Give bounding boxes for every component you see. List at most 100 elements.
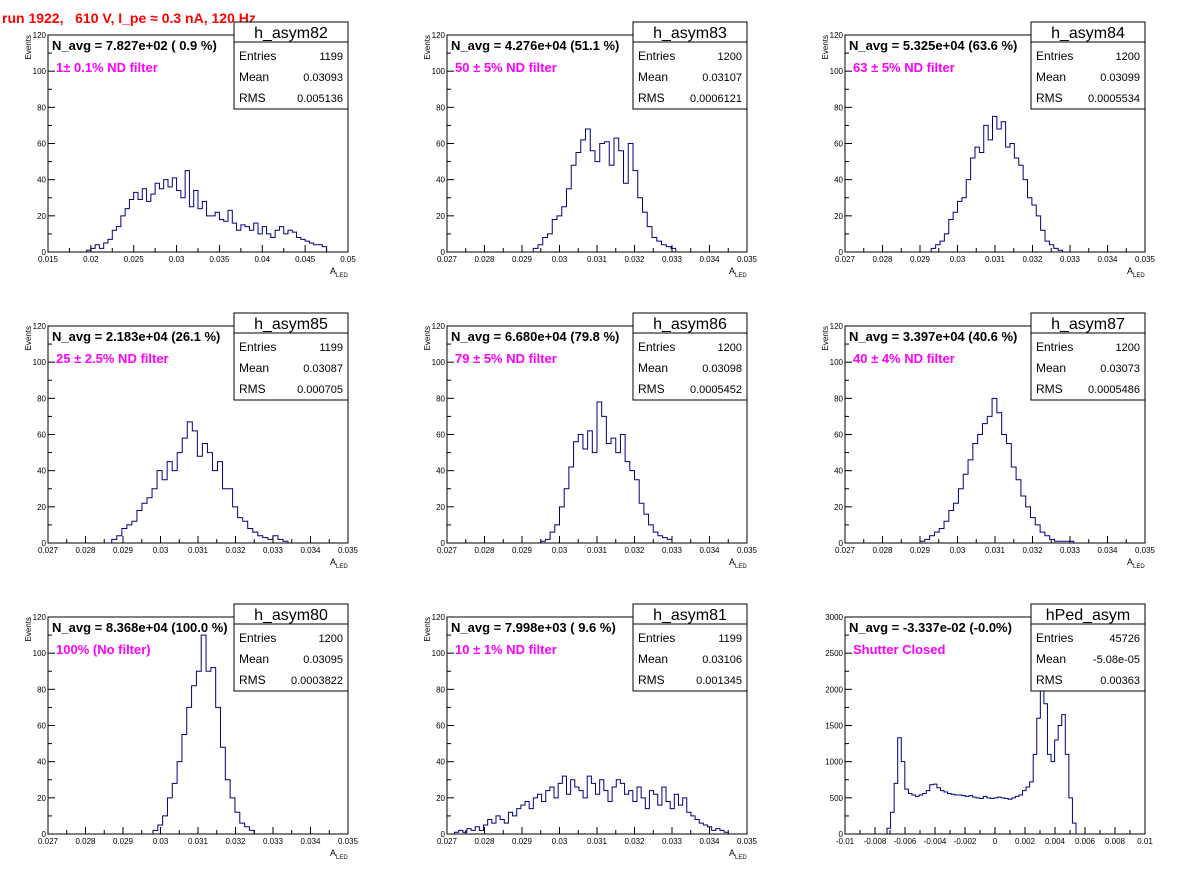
stats-key: Entries <box>638 49 675 63</box>
x-tick-label: 0.035 <box>338 546 359 555</box>
x-tick-label: 0.028 <box>75 837 96 846</box>
navg-label: N_avg = 7.827e+02 ( 0.9 %) <box>52 38 217 53</box>
x-tick-label: 0.033 <box>263 837 284 846</box>
stats-key: RMS <box>638 91 665 105</box>
filter-label: 1± 0.1% ND filter <box>56 60 158 75</box>
y-tick-label: 80 <box>834 103 843 112</box>
x-tick-label: 0.004 <box>1045 837 1066 846</box>
y-tick-label: 0 <box>839 539 844 548</box>
x-tick-label: 0.035 <box>1135 255 1156 264</box>
y-tick-label: 0 <box>441 539 446 548</box>
stats-value: 0.0005452 <box>690 384 742 396</box>
stats-value: 1200 <box>1116 342 1140 354</box>
x-tick-label: 0.035 <box>1135 546 1156 555</box>
filter-label: Shutter Closed <box>853 642 946 657</box>
x-tick-label: 0.01 <box>1137 837 1153 846</box>
stats-key: Entries <box>239 49 276 63</box>
x-tick-label: 0.034 <box>300 546 321 555</box>
x-tick-label: 0.029 <box>512 546 533 555</box>
y-tick-label: 100 <box>33 358 47 367</box>
y-tick-label: 60 <box>37 140 46 149</box>
x-axis-label: ALED <box>729 557 747 570</box>
histogram-line <box>86 170 328 252</box>
x-tick-label: 0.045 <box>295 255 316 264</box>
stats-value: 0.000705 <box>297 384 343 396</box>
y-tick-label: 60 <box>37 722 46 731</box>
histogram-panel-h_asym81: 0.027 0.028 0.029 0.03 0.031 0.032 0.033 0.034 0… <box>423 603 758 861</box>
histogram-panel-h_asym87: 0.027 0.028 0.029 0.03 0.031 0.032 0.033 0.034 0… <box>821 312 1156 570</box>
stats-value: 1199 <box>319 51 343 63</box>
y-tick-label: 120 <box>432 322 446 331</box>
y-tick-label: 20 <box>436 794 445 803</box>
x-tick-label: 0.05 <box>340 255 356 264</box>
y-tick-label: 40 <box>436 758 445 767</box>
y-tick-label: 100 <box>33 649 47 658</box>
stats-value: 0.0005534 <box>1088 93 1140 105</box>
y-tick-label: 20 <box>37 794 46 803</box>
x-tick-label: 0.033 <box>662 546 683 555</box>
x-tick-label: -0.008 <box>864 837 887 846</box>
x-tick-label: 0.032 <box>225 837 246 846</box>
stats-key: Mean <box>1036 70 1066 84</box>
stats-key: Entries <box>638 631 675 645</box>
x-tick-label: 0.035 <box>338 837 359 846</box>
x-tick-label: 0.008 <box>1105 837 1126 846</box>
navg-label: N_avg = 6.680e+04 (79.8 %) <box>451 329 619 344</box>
y-tick-label: 20 <box>436 212 445 221</box>
stats-key: Entries <box>638 340 675 354</box>
y-tick-label: 20 <box>834 503 843 512</box>
x-tick-label: 0.029 <box>910 255 931 264</box>
stats-key: Entries <box>1036 340 1073 354</box>
x-tick-label: 0.034 <box>699 255 720 264</box>
y-tick-label: 60 <box>436 140 445 149</box>
stats-key: RMS <box>638 382 665 396</box>
x-tick-label: 0.027 <box>835 546 856 555</box>
stats-key: Mean <box>1036 361 1066 375</box>
stats-key: RMS <box>1036 673 1063 687</box>
x-tick-label: 0.03 <box>552 546 568 555</box>
histogram-name: h_asym85 <box>254 316 328 333</box>
filter-label: 10 ± 1% ND filter <box>455 642 557 657</box>
stats-value: 0.03098 <box>702 363 742 375</box>
stats-box <box>1030 312 1146 401</box>
stats-value: 1200 <box>718 51 742 63</box>
navg-label: N_avg = 5.325e+04 (63.6 %) <box>849 38 1017 53</box>
x-tick-label: 0.028 <box>474 837 495 846</box>
filter-label: 100% (No filter) <box>56 642 151 657</box>
x-tick-label: -0.002 <box>954 837 977 846</box>
x-tick-label: 0.035 <box>737 255 758 264</box>
histogram-panel-h_asym80: 0.027 0.028 0.029 0.03 0.031 0.032 0.033 0.034 0… <box>24 603 359 861</box>
y-axis-label: Events <box>24 617 33 641</box>
stats-value: 1200 <box>1116 51 1140 63</box>
stats-key: Mean <box>638 361 668 375</box>
x-tick-label: 0.031 <box>985 546 1006 555</box>
histogram-line <box>152 634 255 834</box>
y-tick-label: 0 <box>839 248 844 257</box>
stats-key: RMS <box>239 382 266 396</box>
y-tick-label: 80 <box>37 685 46 694</box>
stats-value: 0.03093 <box>303 72 343 84</box>
histogram-panel-h_asym84: 0.027 0.028 0.029 0.03 0.031 0.032 0.033 0.034 0… <box>821 21 1156 279</box>
stats-value: 0.001345 <box>696 675 742 687</box>
x-tick-label: 0.03 <box>153 837 169 846</box>
y-tick-label: 60 <box>436 431 445 440</box>
navg-label: N_avg = -3.337e-02 (-0.0%) <box>849 620 1012 635</box>
x-tick-label: 0.029 <box>512 255 533 264</box>
navg-label: N_avg = 7.998e+03 ( 9.6 %) <box>451 620 616 635</box>
x-tick-label: 0.03 <box>552 255 568 264</box>
x-tick-label: 0.006 <box>1075 837 1096 846</box>
y-tick-label: 0 <box>42 539 47 548</box>
stats-value: 0.03087 <box>303 363 343 375</box>
y-tick-label: 80 <box>436 394 445 403</box>
x-tick-label: 0.031 <box>587 255 608 264</box>
stats-value: 0.03099 <box>1100 72 1140 84</box>
histogram-line <box>919 397 1075 543</box>
y-tick-label: 120 <box>830 31 844 40</box>
histogram-panel-hPed_asym: -0.01 -0.008 -0.006 -0.004 -0.002 0 0.002 0.004… <box>825 603 1153 846</box>
stats-box <box>632 21 748 110</box>
histogram-name: h_asym84 <box>1051 25 1125 42</box>
stats-value: 0.03106 <box>702 654 742 666</box>
histogram-name: h_asym87 <box>1051 316 1125 333</box>
histogram-name: h_asym86 <box>653 316 727 333</box>
stats-box <box>1030 21 1146 110</box>
